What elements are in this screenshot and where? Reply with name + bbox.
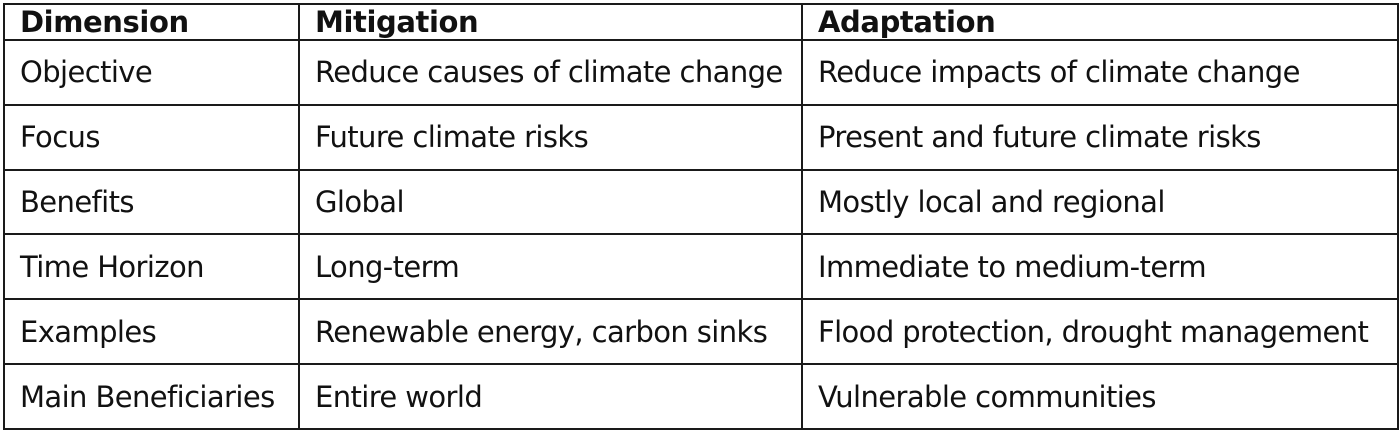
adaptation-cell: Present and future climate risks bbox=[801, 103, 1399, 171]
mitigation-cell: Long-term bbox=[298, 233, 803, 301]
adaptation-cell: Flood protection, drought management bbox=[801, 298, 1399, 366]
table-row: Time Horizon Long-term Immediate to medi… bbox=[3, 233, 1399, 301]
table-row: Focus Future climate risks Present and f… bbox=[3, 103, 1399, 171]
dimension-cell: Benefits bbox=[3, 168, 300, 236]
mitigation-cell: Renewable energy, carbon sinks bbox=[298, 298, 803, 366]
header-mitigation: Mitigation bbox=[298, 3, 803, 41]
dimension-cell: Main Beneficiaries bbox=[3, 363, 300, 430]
mitigation-cell: Reduce causes of climate change bbox=[298, 39, 803, 106]
dimension-cell: Time Horizon bbox=[3, 233, 300, 301]
dimension-cell: Objective bbox=[3, 39, 300, 106]
table-row: Benefits Global Mostly local and regiona… bbox=[3, 168, 1399, 236]
comparison-table: Dimension Mitigation Adaptation Objectiv… bbox=[3, 3, 1399, 430]
mitigation-cell: Future climate risks bbox=[298, 103, 803, 171]
header-row: Dimension Mitigation Adaptation bbox=[3, 3, 1399, 41]
adaptation-cell: Immediate to medium-term bbox=[801, 233, 1399, 301]
adaptation-cell: Mostly local and regional bbox=[801, 168, 1399, 236]
adaptation-cell: Vulnerable communities bbox=[801, 363, 1399, 430]
dimension-cell: Examples bbox=[3, 298, 300, 366]
table-row: Examples Renewable energy, carbon sinks … bbox=[3, 298, 1399, 366]
adaptation-cell: Reduce impacts of climate change bbox=[801, 39, 1399, 106]
table-row: Objective Reduce causes of climate chang… bbox=[3, 39, 1399, 106]
header-dimension: Dimension bbox=[3, 3, 300, 41]
header-adaptation: Adaptation bbox=[801, 3, 1399, 41]
mitigation-cell: Entire world bbox=[298, 363, 803, 430]
dimension-cell: Focus bbox=[3, 103, 300, 171]
table-row: Main Beneficiaries Entire world Vulnerab… bbox=[3, 363, 1399, 430]
mitigation-cell: Global bbox=[298, 168, 803, 236]
